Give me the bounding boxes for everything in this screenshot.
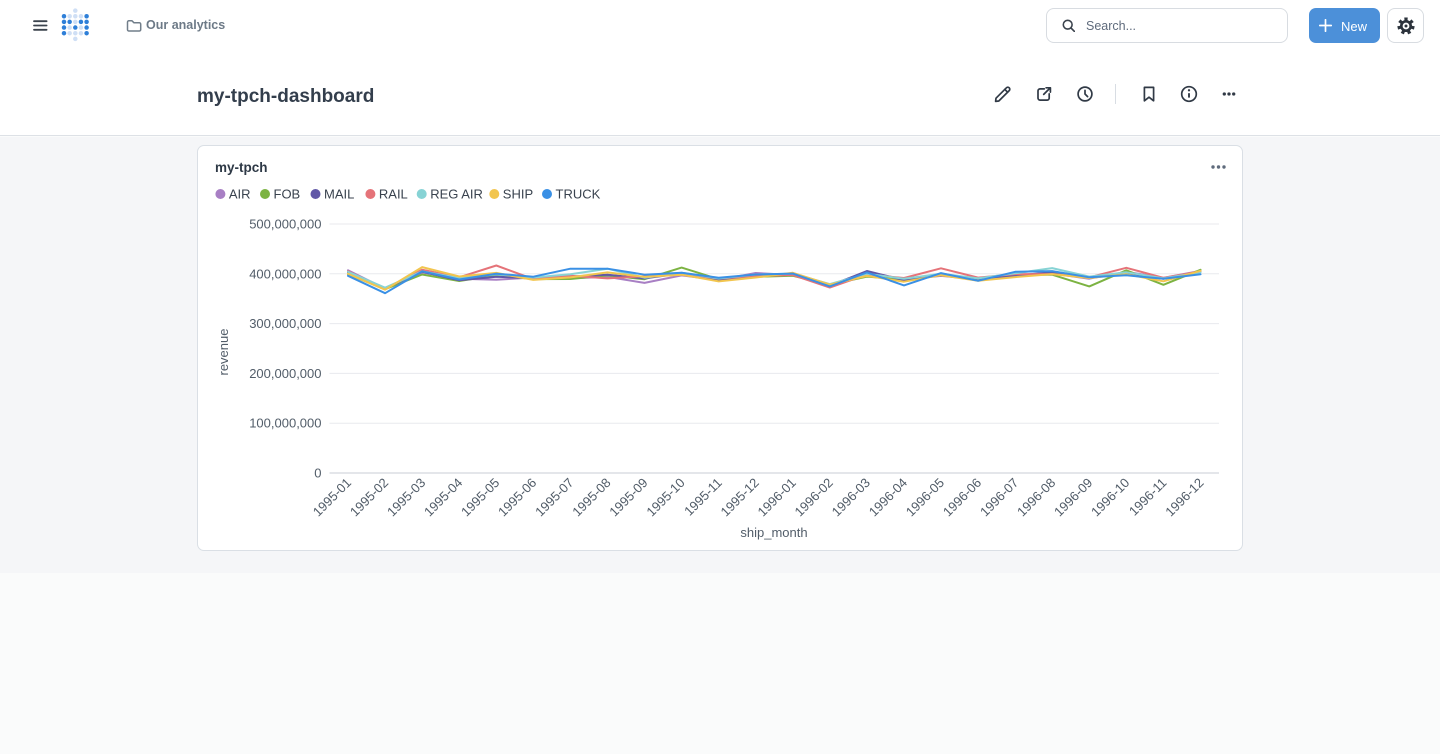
svg-text:400,000,000: 400,000,000 [249, 266, 321, 281]
svg-text:1995-12: 1995-12 [717, 475, 761, 519]
svg-text:FOB: FOB [274, 187, 301, 202]
svg-text:300,000,000: 300,000,000 [249, 316, 321, 331]
svg-text:SHIP: SHIP [503, 187, 533, 202]
svg-text:REG AIR: REG AIR [430, 187, 483, 202]
svg-text:100,000,000: 100,000,000 [249, 416, 321, 431]
svg-text:1996-09: 1996-09 [1051, 475, 1095, 519]
svg-text:200,000,000: 200,000,000 [249, 366, 321, 381]
svg-text:1996-04: 1996-04 [866, 475, 910, 519]
svg-text:1995-02: 1995-02 [347, 475, 391, 519]
svg-text:1995-11: 1995-11 [681, 475, 725, 519]
svg-text:1995-08: 1995-08 [569, 475, 613, 519]
svg-text:1996-08: 1996-08 [1014, 475, 1058, 519]
svg-text:RAIL: RAIL [379, 187, 408, 202]
svg-text:1995-06: 1995-06 [495, 475, 539, 519]
svg-text:1996-05: 1996-05 [903, 475, 947, 519]
svg-text:ship_month: ship_month [740, 525, 807, 540]
svg-text:1995-04: 1995-04 [421, 475, 465, 519]
svg-text:1996-10: 1996-10 [1088, 475, 1132, 519]
svg-text:1995-03: 1995-03 [384, 475, 428, 519]
svg-text:1996-07: 1996-07 [977, 475, 1021, 519]
svg-text:0: 0 [314, 466, 321, 481]
svg-text:1996-12: 1996-12 [1162, 475, 1206, 519]
svg-text:500,000,000: 500,000,000 [249, 217, 321, 232]
svg-text:1995-01: 1995-01 [310, 475, 354, 519]
svg-text:1995-10: 1995-10 [643, 475, 687, 519]
svg-text:1996-02: 1996-02 [792, 475, 836, 519]
svg-text:AIR: AIR [229, 187, 251, 202]
svg-text:1995-05: 1995-05 [458, 475, 502, 519]
svg-text:1996-06: 1996-06 [940, 475, 984, 519]
svg-text:revenue: revenue [216, 329, 231, 376]
svg-text:1996-11: 1996-11 [1126, 475, 1170, 519]
svg-text:1996-03: 1996-03 [829, 475, 873, 519]
svg-text:my-tpch: my-tpch [215, 160, 268, 175]
svg-text:1995-07: 1995-07 [532, 475, 576, 519]
svg-text:1995-09: 1995-09 [606, 475, 650, 519]
svg-text:1996-01: 1996-01 [755, 475, 799, 519]
svg-text:TRUCK: TRUCK [556, 187, 601, 202]
svg-text:MAIL: MAIL [324, 187, 354, 202]
